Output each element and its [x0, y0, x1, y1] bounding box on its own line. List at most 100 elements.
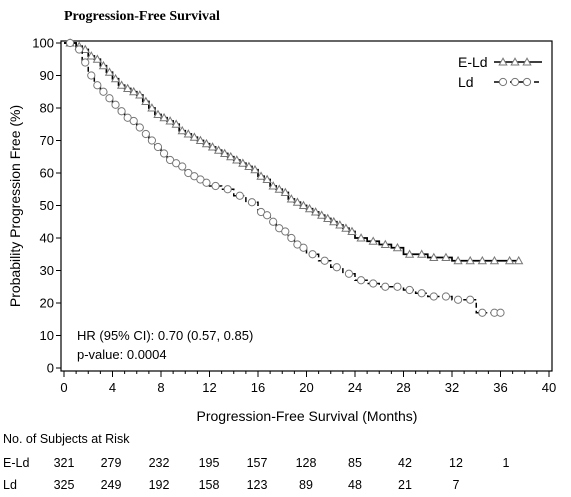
risk-cell: 42 [398, 456, 412, 470]
data-point [321, 257, 328, 264]
data-point [248, 199, 255, 206]
risk-cell: 195 [199, 456, 220, 470]
data-point [118, 108, 125, 115]
censor-markers-e-ld [66, 39, 522, 264]
risk-cell: 12 [449, 456, 463, 470]
data-point [142, 130, 149, 137]
y-tick-label: 70 [40, 133, 54, 148]
risk-cell: 321 [54, 456, 75, 470]
legend-label-ld: Ld [458, 74, 474, 90]
legend-marker-ld [499, 78, 506, 85]
y-tick-label: 0 [47, 361, 54, 376]
series-line-e-ld [64, 43, 519, 261]
x-tick-label: 12 [202, 380, 216, 395]
risk-cell: 7 [453, 478, 460, 492]
data-point [300, 244, 307, 251]
risk-cell: 123 [247, 478, 268, 492]
data-point [236, 192, 243, 199]
chart-title: Progression-Free Survival [64, 9, 220, 24]
legend-marker-ld [523, 78, 530, 85]
risk-cell: 157 [247, 456, 268, 470]
data-point [212, 182, 219, 189]
x-axis: 0 4 8 12 16 20 24 28 32 36 40 [60, 371, 556, 395]
data-point [66, 39, 73, 46]
data-point [179, 163, 186, 170]
series-layer [64, 39, 522, 316]
data-point [430, 293, 437, 300]
x-tick-label: 28 [396, 380, 410, 395]
x-tick-label: 40 [542, 380, 556, 395]
p-value-annotation: p-value: 0.0004 [77, 347, 167, 362]
data-point [479, 309, 486, 316]
y-tick-label: 90 [40, 68, 54, 83]
data-point [382, 283, 389, 290]
data-point [136, 124, 143, 131]
x-axis-label: Progression-Free Survival (Months) [197, 408, 418, 424]
y-tick-label: 50 [40, 198, 54, 213]
data-point [270, 218, 277, 225]
x-tick-label: 20 [299, 380, 313, 395]
risk-row-label-e-ld: E-Ld [3, 456, 29, 470]
data-point [418, 290, 425, 297]
data-point [82, 59, 89, 66]
x-tick-label: 0 [60, 380, 67, 395]
risk-cell: 89 [299, 478, 313, 492]
data-point [148, 137, 155, 144]
x-tick-label: 4 [109, 380, 116, 395]
risk-cell: 249 [101, 478, 122, 492]
data-point [497, 309, 504, 316]
series-line-ld [64, 43, 501, 313]
data-point [203, 179, 210, 186]
risk-row-label-ld: Ld [3, 478, 17, 492]
y-tick-label: 100 [32, 36, 54, 51]
data-point [370, 280, 377, 287]
data-point [282, 228, 289, 235]
data-point [333, 264, 340, 271]
data-point [394, 283, 401, 290]
data-point [100, 88, 107, 95]
risk-cell: 48 [348, 478, 362, 492]
risk-cell: 279 [101, 456, 122, 470]
risk-cell: 21 [398, 478, 412, 492]
x-tick-label: 32 [445, 380, 459, 395]
data-point [76, 46, 83, 53]
data-point [357, 277, 364, 284]
data-point [288, 234, 295, 241]
data-point [112, 101, 119, 108]
series-ld-group [64, 39, 504, 316]
data-point [224, 186, 231, 193]
risk-cell: 158 [199, 478, 220, 492]
data-point [160, 150, 167, 157]
data-point [130, 117, 137, 124]
risk-cell: 85 [348, 456, 362, 470]
y-axis: 0102030405060708090100 [32, 36, 61, 376]
risk-cell: 232 [149, 456, 170, 470]
data-point [309, 251, 316, 258]
data-point [345, 270, 352, 277]
risk-table: E-Ld 321 279 232 195 157 128 85 42 12 1Ld 325 249 192… [3, 456, 510, 492]
y-tick-label: 20 [40, 296, 54, 311]
x-tick-label: 16 [251, 380, 265, 395]
y-tick-label: 30 [40, 263, 54, 278]
legend: E-Ld Ld [458, 54, 542, 90]
data-point [94, 82, 101, 89]
x-tick-label: 36 [493, 380, 507, 395]
y-tick-label: 80 [40, 101, 54, 116]
risk-cell: 192 [149, 478, 170, 492]
data-point [88, 72, 95, 79]
data-point [442, 293, 449, 300]
y-tick-label: 60 [40, 166, 54, 181]
risk-cell: 325 [54, 478, 75, 492]
data-point [154, 143, 161, 150]
risk-cell: 1 [503, 456, 510, 470]
data-point [263, 212, 270, 219]
data-point [406, 286, 413, 293]
data-point [454, 296, 461, 303]
legend-marker-ld [511, 78, 518, 85]
risk-table-title: No. of Subjects at Risk [3, 432, 130, 446]
x-tick-label: 24 [348, 380, 362, 395]
series-e-ld-group [64, 39, 522, 264]
censor-markers-ld [66, 39, 504, 316]
data-point [467, 296, 474, 303]
